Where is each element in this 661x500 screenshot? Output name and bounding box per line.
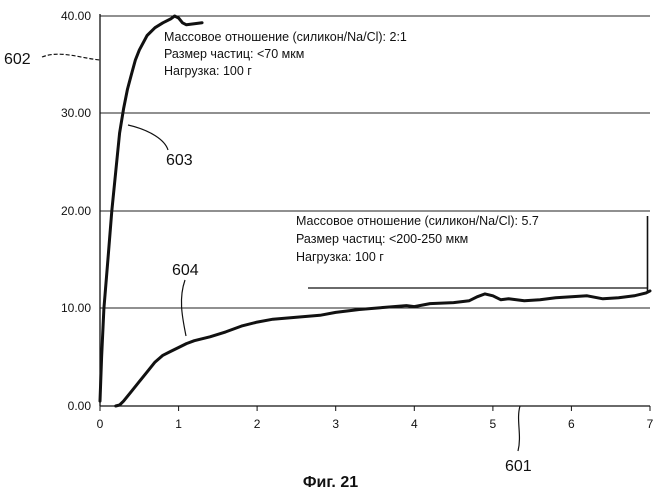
x-tick-marks <box>100 406 650 411</box>
annotation-1-line-1: Массовое отношение (силикон/Na/Cl): 2:1 <box>164 30 407 44</box>
leader-603 <box>128 125 168 150</box>
x-tick-label: 2 <box>254 417 261 431</box>
x-tick-label: 4 <box>411 417 418 431</box>
y-tick-label: 40.00 <box>61 9 91 23</box>
ref-label-604: 604 <box>172 262 199 279</box>
chart: 0 1 2 3 4 5 6 7 0.00 10.00 20.00 30.00 4… <box>0 0 661 474</box>
x-tick-label: 3 <box>332 417 339 431</box>
ref-label-603: 603 <box>166 152 193 169</box>
x-tick-label: 5 <box>490 417 497 431</box>
annotation-2-line-1: Массовое отношение (силикон/Na/Cl): 5.7 <box>296 214 539 228</box>
y-tick-label: 20.00 <box>61 204 91 218</box>
ref-label-601: 601 <box>505 458 532 474</box>
x-tick-label: 0 <box>97 417 104 431</box>
annotation-1-line-3: Нагрузка: 100 г <box>164 64 252 78</box>
annotation-2-line-2: Размер частиц: <200-250 мкм <box>296 232 468 246</box>
y-tick-label: 30.00 <box>61 106 91 120</box>
figure-caption: Фиг. 21 <box>0 474 661 492</box>
x-tick-label: 7 <box>647 417 654 431</box>
leader-602 <box>42 54 100 60</box>
ref-label-602: 602 <box>4 51 31 68</box>
x-tick-label: 1 <box>175 417 182 431</box>
annotation-2-line-3: Нагрузка: 100 г <box>296 250 384 264</box>
y-tick-label: 0.00 <box>68 399 92 413</box>
annotation-1-line-2: Размер частиц: <70 мкм <box>164 47 304 61</box>
y-tick-label: 10.00 <box>61 301 91 315</box>
x-tick-label: 6 <box>568 417 575 431</box>
leader-601 <box>518 406 520 451</box>
